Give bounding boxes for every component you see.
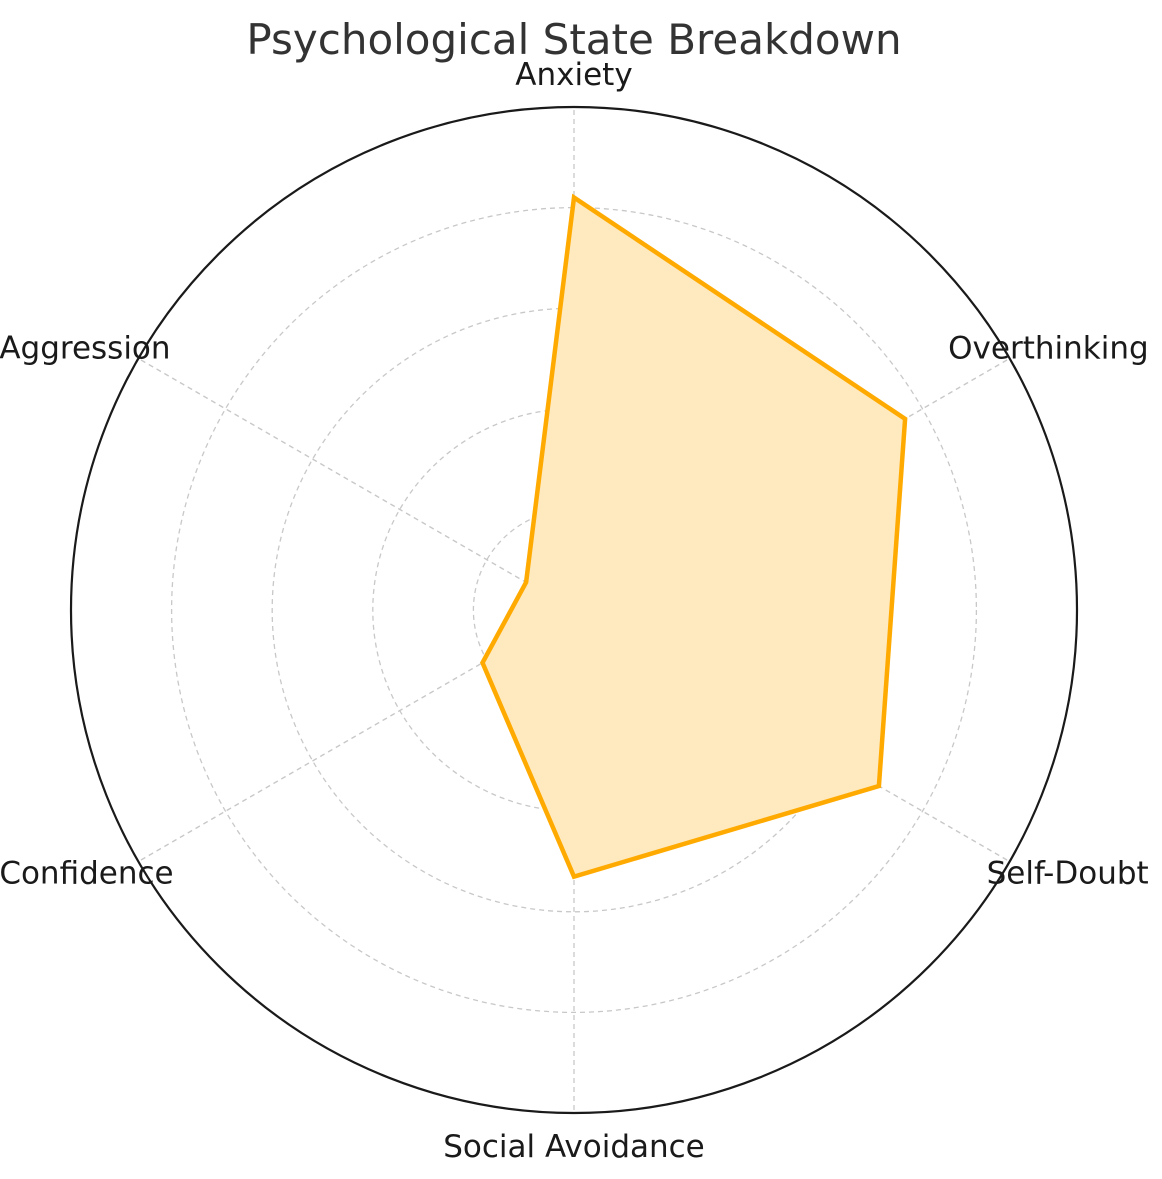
axis-label-self-doubt: Self-Doubt: [987, 856, 1149, 892]
axis-label-confidence: Confidence: [0, 856, 174, 892]
grid-ring-4: [170, 206, 978, 1014]
outer-circle: [69, 105, 1079, 1115]
series-line: [480, 193, 908, 880]
axis-label-layer: Anxiety Overthinking Self-Doubt Social Avoi…: [0, 57, 1149, 1165]
axis-label-aggression: Aggression: [0, 331, 171, 367]
axis-label-social-avoidance: Social Avoidance: [443, 1129, 705, 1165]
spoke-aggression: [138, 357, 575, 611]
axis-label-overthinking: Overthinking: [948, 331, 1149, 367]
series-layer: [480, 193, 908, 880]
chart-title: Psychological State Breakdown: [246, 15, 901, 64]
axis-label-anxiety: Anxiety: [515, 57, 632, 93]
series-area: [482, 197, 906, 877]
